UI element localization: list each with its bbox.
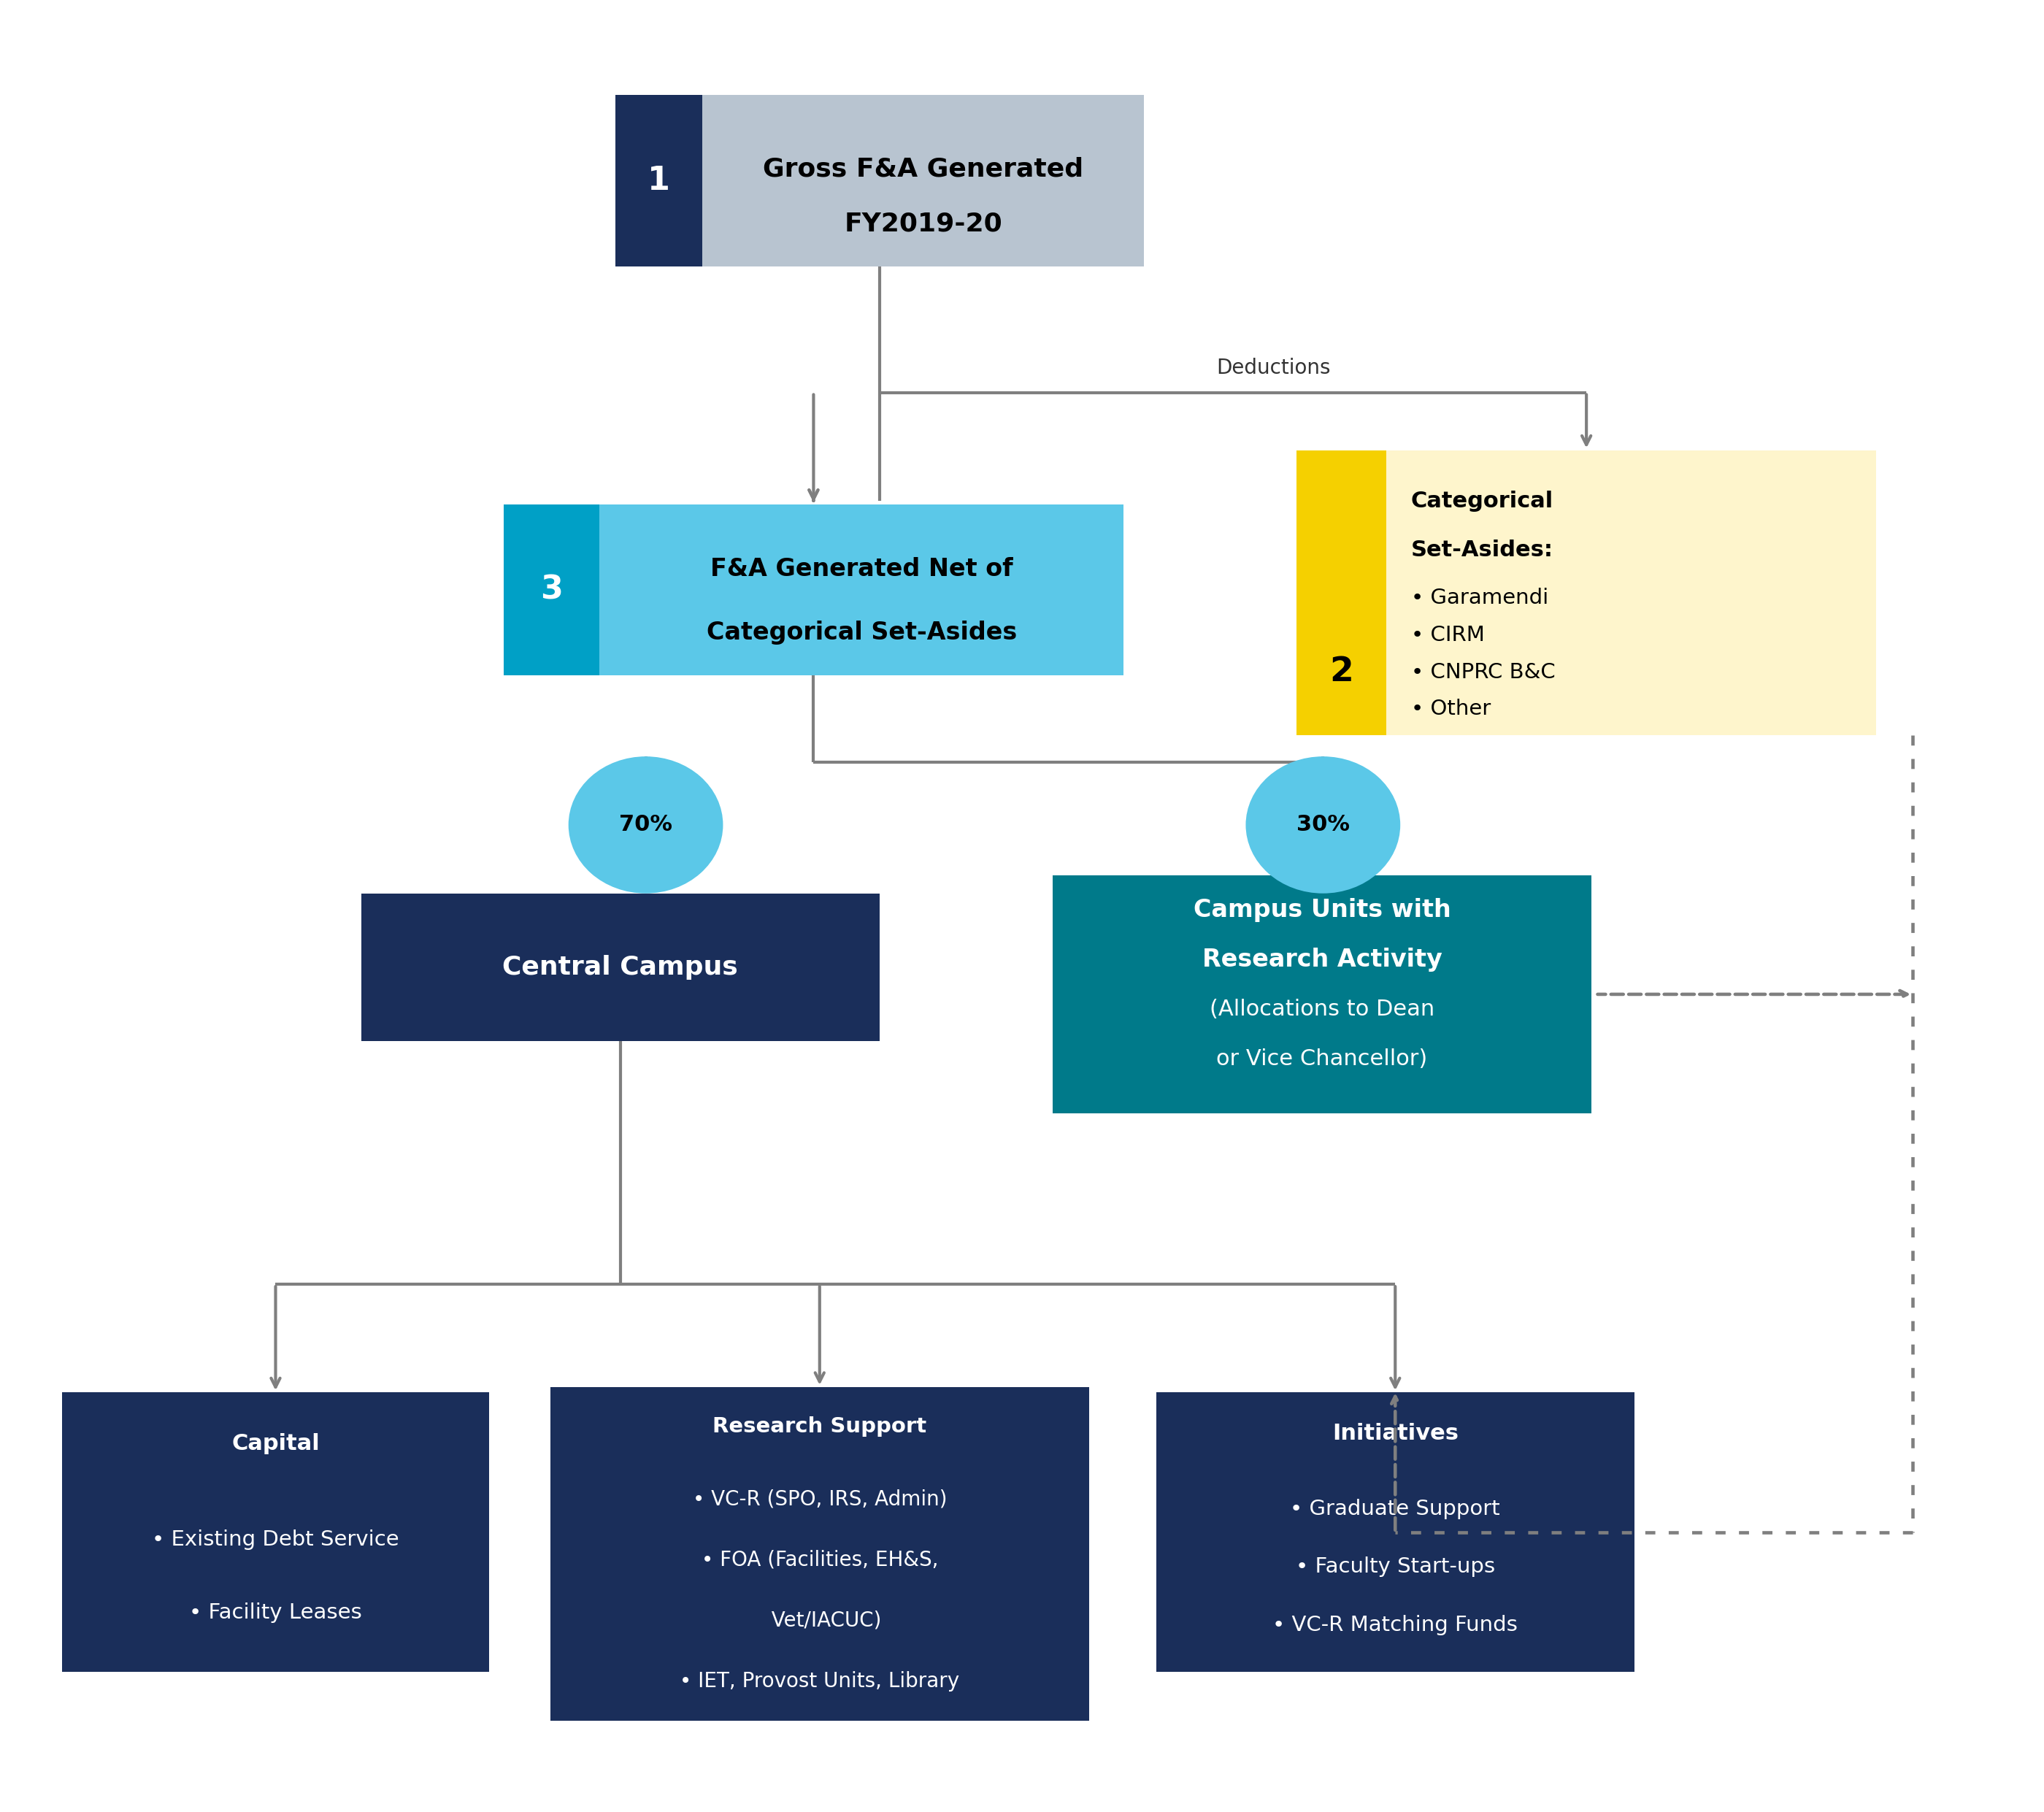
Text: • Faculty Start-ups: • Faculty Start-ups xyxy=(1296,1557,1494,1576)
Text: Central Campus: Central Campus xyxy=(503,955,738,980)
Text: 70%: 70% xyxy=(619,814,672,835)
Text: • IET, Provost Units, Library: • IET, Provost Units, Library xyxy=(681,1671,959,1691)
Text: • CIRM: • CIRM xyxy=(1410,625,1484,645)
Text: • CNPRC B&C: • CNPRC B&C xyxy=(1410,661,1555,683)
Text: (Allocations to Dean: (Allocations to Dean xyxy=(1210,998,1435,1020)
Text: 3: 3 xyxy=(540,574,562,605)
FancyBboxPatch shape xyxy=(615,96,1145,266)
Text: • Garamendi: • Garamendi xyxy=(1410,587,1547,609)
Text: Categorical: Categorical xyxy=(1410,491,1553,513)
FancyBboxPatch shape xyxy=(1157,1392,1635,1672)
Text: 2: 2 xyxy=(1329,656,1353,689)
Text: or Vice Chancellor): or Vice Chancellor) xyxy=(1216,1047,1427,1069)
FancyBboxPatch shape xyxy=(550,1388,1089,1720)
Text: F&A Generated Net of: F&A Generated Net of xyxy=(709,556,1014,582)
Circle shape xyxy=(1245,756,1400,893)
Text: • VC-R Matching Funds: • VC-R Matching Funds xyxy=(1273,1614,1519,1636)
Circle shape xyxy=(568,756,724,893)
FancyBboxPatch shape xyxy=(1296,449,1386,736)
Text: Research Support: Research Support xyxy=(713,1417,926,1437)
Text: Set-Asides:: Set-Asides: xyxy=(1410,540,1553,560)
FancyBboxPatch shape xyxy=(1053,875,1592,1113)
Text: Campus Units with: Campus Units with xyxy=(1194,899,1451,922)
Text: Research Activity: Research Activity xyxy=(1202,948,1441,971)
Text: Categorical Set-Asides: Categorical Set-Asides xyxy=(707,620,1016,645)
Text: Capital: Capital xyxy=(231,1433,319,1455)
Text: 30%: 30% xyxy=(1296,814,1349,835)
Text: • VC-R (SPO, IRS, Admin): • VC-R (SPO, IRS, Admin) xyxy=(693,1489,946,1509)
FancyBboxPatch shape xyxy=(503,504,599,676)
Text: Gross F&A Generated: Gross F&A Generated xyxy=(762,156,1083,181)
Text: • Other: • Other xyxy=(1410,699,1490,719)
Text: Deductions: Deductions xyxy=(1216,357,1331,379)
Text: • Facility Leases: • Facility Leases xyxy=(190,1604,362,1624)
Text: • Existing Debt Service: • Existing Debt Service xyxy=(151,1529,399,1549)
Text: Vet/IACUC): Vet/IACUC) xyxy=(758,1611,881,1631)
FancyBboxPatch shape xyxy=(61,1392,489,1672)
Text: 1: 1 xyxy=(648,165,670,196)
FancyBboxPatch shape xyxy=(503,504,1124,676)
Text: Initiatives: Initiatives xyxy=(1333,1422,1457,1444)
Text: FY2019-20: FY2019-20 xyxy=(844,212,1002,236)
Text: • Graduate Support: • Graduate Support xyxy=(1290,1499,1500,1518)
Text: • FOA (Facilities, EH&S,: • FOA (Facilities, EH&S, xyxy=(701,1549,938,1569)
FancyBboxPatch shape xyxy=(362,893,879,1042)
FancyBboxPatch shape xyxy=(1296,449,1876,736)
FancyBboxPatch shape xyxy=(615,96,703,266)
